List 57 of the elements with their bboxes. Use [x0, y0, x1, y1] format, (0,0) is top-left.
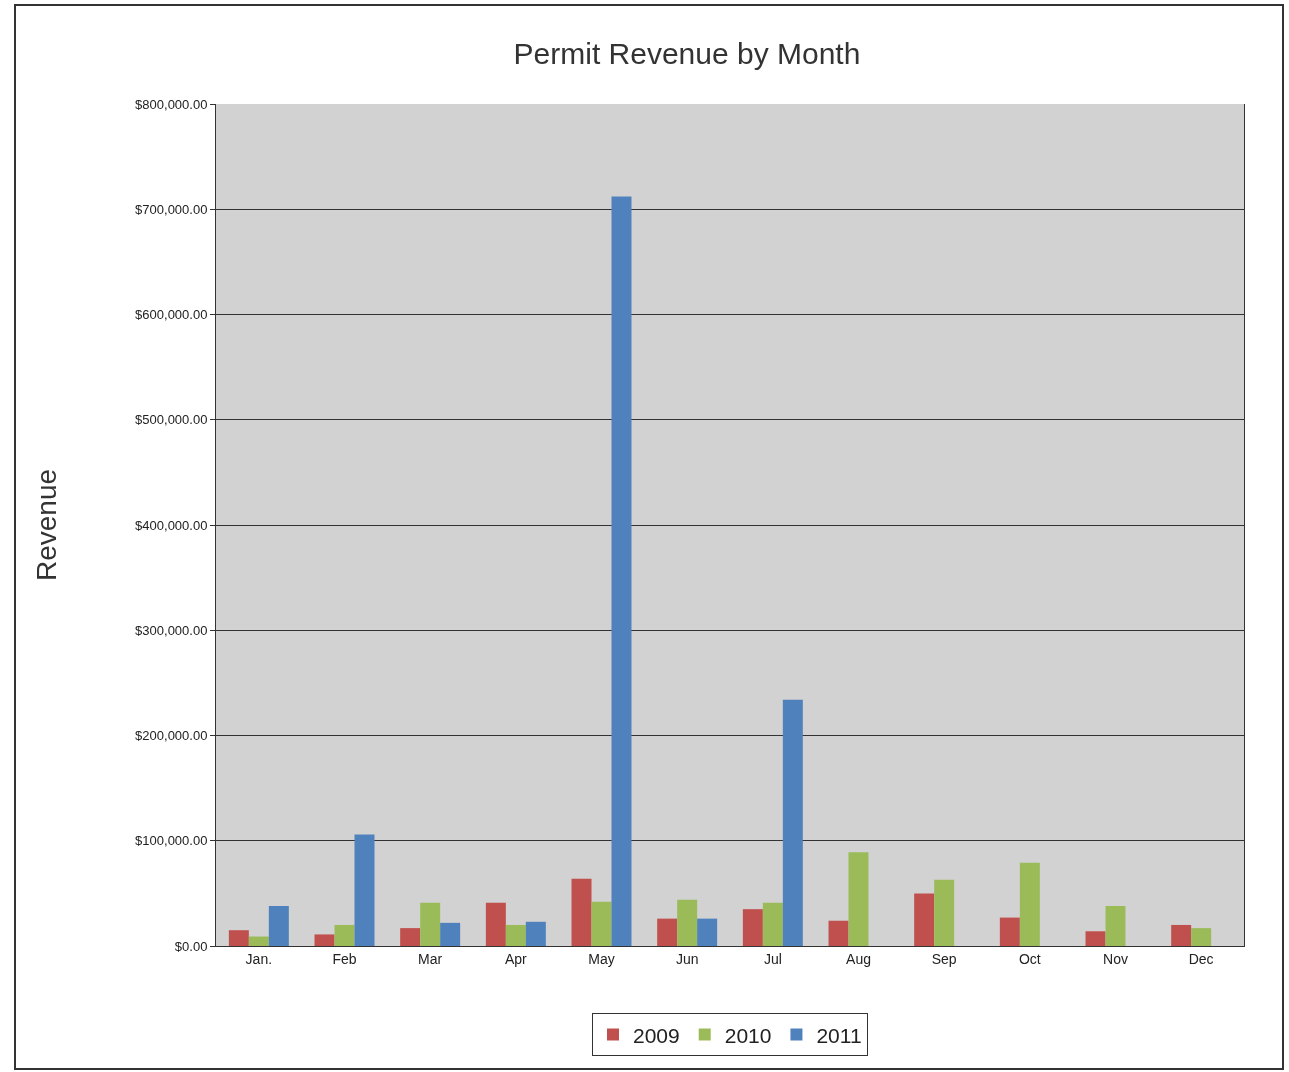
x-tick-label: Mar — [418, 950, 443, 967]
bar — [934, 879, 955, 946]
x-tick-label: May — [588, 950, 615, 967]
bar — [505, 924, 526, 946]
y-tick-label: $100,000.00 — [135, 833, 208, 849]
bar — [848, 852, 869, 946]
bar — [354, 834, 375, 946]
bar — [914, 893, 935, 946]
bar — [657, 918, 678, 946]
bar — [611, 196, 632, 946]
y-tick-label: $400,000.00 — [135, 517, 208, 533]
y-tick-label: $700,000.00 — [135, 201, 208, 217]
bar — [1085, 931, 1106, 946]
x-tick-label: Oct — [1018, 950, 1041, 967]
bar — [400, 928, 421, 946]
y-tick-label: $300,000.00 — [135, 622, 208, 638]
bar — [999, 917, 1020, 946]
bar — [571, 878, 592, 946]
x-tick-label: Sep — [931, 950, 957, 967]
x-tick-label: Apr — [504, 950, 528, 967]
x-tick-label: Dec — [1188, 950, 1214, 967]
bar — [420, 902, 441, 946]
chart-title: Permit Revenue by Month — [513, 37, 861, 71]
bar — [334, 924, 355, 946]
legend-label: 2009 — [633, 1023, 680, 1047]
bar — [248, 936, 269, 946]
bar — [677, 899, 698, 946]
x-tick-label: Jul — [763, 950, 782, 967]
x-tick-label: Jun — [675, 950, 699, 967]
bar — [591, 901, 612, 946]
bar — [440, 922, 461, 946]
y-tick-label: $800,000.00 — [135, 96, 208, 112]
bar — [742, 909, 763, 946]
bar — [314, 934, 335, 946]
y-tick-label: $500,000.00 — [135, 412, 208, 428]
bar — [268, 906, 289, 946]
bar — [762, 902, 783, 946]
bar — [1191, 928, 1212, 946]
bar — [485, 902, 506, 946]
x-tick-label: Feb — [332, 950, 357, 967]
bar — [1019, 862, 1040, 946]
bar — [782, 699, 803, 946]
bar — [697, 918, 718, 946]
bar — [525, 921, 546, 946]
y-tick-label: $0.00 — [174, 938, 208, 954]
bar — [828, 920, 849, 946]
legend-label: 2011 — [816, 1023, 862, 1047]
y-tick-label: $600,000.00 — [135, 307, 208, 323]
bar — [1105, 906, 1126, 946]
y-tick-label: $200,000.00 — [135, 728, 208, 744]
x-tick-label: Aug — [846, 950, 871, 967]
x-tick-label: Nov — [1103, 950, 1128, 967]
x-tick-label: Jan. — [245, 950, 273, 967]
y-axis-title: Revenue — [30, 468, 62, 582]
bar — [228, 930, 249, 946]
legend-label: 2010 — [724, 1023, 772, 1047]
bar — [1171, 924, 1192, 946]
